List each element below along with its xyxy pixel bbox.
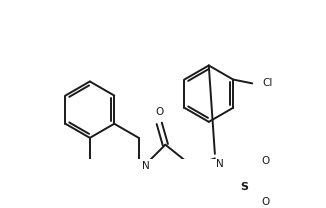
Text: N: N	[215, 159, 223, 169]
Text: N: N	[142, 161, 150, 171]
Text: O: O	[155, 106, 163, 116]
Text: Cl: Cl	[262, 78, 273, 88]
Text: O: O	[261, 197, 270, 207]
Text: S: S	[240, 182, 248, 192]
Text: O: O	[261, 156, 270, 166]
